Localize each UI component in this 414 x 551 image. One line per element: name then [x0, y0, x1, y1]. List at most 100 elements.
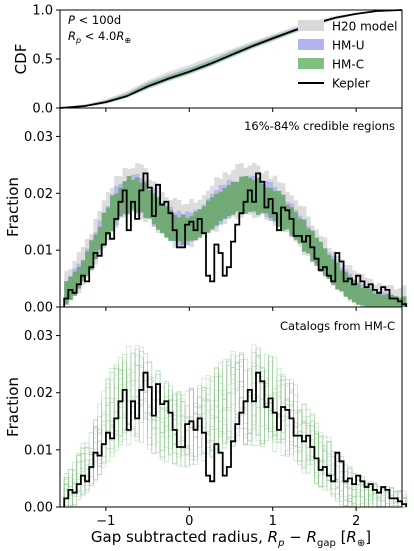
credible-band-bin [356, 283, 361, 305]
catalog-step [63, 354, 407, 508]
credible-band-bin [276, 191, 282, 227]
y-tick-label: 0.03 [24, 130, 53, 145]
x-tick-label: 0 [185, 514, 193, 529]
credible-ylabel: Fraction [4, 177, 22, 237]
credible-band-bin [151, 193, 157, 225]
credible-band-bin [139, 182, 144, 212]
credible-band-bin [222, 188, 228, 219]
credible-band-bin [160, 203, 165, 233]
credible-band-bin [326, 255, 332, 279]
credible-band-bin [377, 292, 382, 307]
catalog-step [63, 344, 407, 508]
credible-band-bin [214, 193, 219, 226]
credible-band-bin [218, 191, 223, 221]
legend-swatch [298, 39, 324, 50]
credible-band-bin [385, 293, 390, 307]
credible-band-bin [193, 211, 198, 241]
y-tick-label: 0.00 [24, 501, 53, 516]
catalogs-panel: 0.00 0.01 0.02 0.03 −1 0 1 2 Fraction Catalogs… [4, 306, 408, 549]
credible-y-ticks: 0.00 0.01 0.02 0.03 [24, 130, 60, 316]
catalog-step [63, 344, 407, 508]
y-tick-label: 0.00 [24, 301, 53, 316]
y-tick-label: 1.0 [32, 4, 53, 19]
credible-band-bin [368, 289, 374, 307]
credible-band-bin [310, 230, 315, 262]
credible-band-bin [164, 206, 169, 238]
credible-panel: 0.00 0.01 0.02 0.03 Fraction 16%-84% credib… [4, 107, 408, 316]
credible-band-bin [256, 178, 261, 215]
x-tick-label: 2 [352, 514, 360, 529]
credible-band-bin [239, 176, 244, 215]
credible-kepler-hist [63, 172, 408, 307]
x-tick-label: 1 [269, 514, 277, 529]
credible-band-bin [372, 293, 378, 307]
credible-band-bin [335, 263, 340, 290]
cdf-kepler-line [59, 9, 403, 109]
cdf-x-ticks [105, 108, 357, 112]
credible-band-bin [206, 200, 211, 233]
catalogs-kepler-hist [63, 371, 408, 507]
credible-band-bin [389, 294, 394, 307]
catalog-step [63, 352, 407, 508]
credible-band-bin [143, 182, 148, 219]
legend-label: Kepler [332, 77, 370, 91]
y-tick-label: 0.01 [24, 443, 53, 458]
credible-band-bin [272, 190, 278, 221]
credible-band-bin [105, 207, 111, 236]
credible-band-bin [147, 190, 153, 219]
x-tick-label: −1 [96, 514, 115, 529]
credible-band-bin [181, 214, 186, 246]
credible-band-bin [397, 288, 403, 307]
credible-band-bin [247, 178, 253, 212]
credible-band-bin [268, 187, 273, 218]
credible-band-bin [297, 218, 303, 244]
legend-swatch [298, 20, 324, 31]
credible-band-bin [322, 248, 328, 276]
y-tick-label: 0.02 [24, 187, 53, 202]
credible-annotation: 16%-84% credible regions [244, 119, 395, 133]
credible-band-bin [114, 193, 119, 221]
credible-band-bin [155, 196, 161, 230]
cdf-ylabel: CDF [12, 44, 30, 75]
credible-band-bin [318, 241, 324, 272]
credible-kepler-step [63, 172, 408, 307]
catalogs-ylabel: Fraction [4, 377, 22, 437]
credible-band-bin [251, 180, 257, 212]
y-tick-label: 0.5 [32, 53, 53, 68]
credible-band-bin [64, 281, 69, 305]
credible-band-bin [293, 212, 299, 240]
credible-band-bin [393, 296, 399, 307]
credible-band-bin [93, 234, 98, 260]
credible-band-bin [201, 206, 207, 235]
credible-band-bin [331, 259, 336, 285]
credible-band-bin [402, 285, 407, 307]
credible-band-bin [306, 228, 311, 254]
legend-swatch [298, 58, 324, 69]
legend-label: HM-U [332, 39, 365, 53]
credible-band-bin [285, 204, 290, 230]
credible-band-bin [339, 270, 344, 292]
cdf-band-h20-model [60, 10, 402, 108]
catalogs-x-ticks: −1 0 1 2 [96, 507, 360, 529]
credible-band-bin [80, 260, 86, 282]
legend: H20 model HM-U HM-C Kepler [298, 20, 397, 91]
credible-band-bin [85, 251, 90, 276]
credible-band-bin [352, 280, 357, 303]
catalog-step [63, 349, 407, 508]
credible-band-bin [226, 185, 232, 216]
catalogs-y-ticks: 0.00 0.01 0.02 0.03 [24, 329, 60, 516]
credible-band-bin [89, 240, 94, 271]
credible-band-bin [197, 209, 203, 238]
catalog-step [63, 354, 407, 508]
catalogs-kepler-step [63, 371, 408, 507]
credible-band-bin [72, 271, 77, 296]
credible-band-bin [189, 216, 194, 241]
credible-band-bin [122, 181, 128, 215]
credible-band-bin [397, 297, 403, 307]
x-axis-label: Gap subtracted radius, Rp − Rgap [R⊕] [91, 528, 371, 549]
y-tick-label: 0.0 [32, 102, 53, 117]
credible-band-bin [110, 195, 115, 232]
credible-band-bin [168, 209, 173, 241]
credible-band-bin [76, 266, 82, 289]
credible-band-bin [101, 213, 107, 246]
